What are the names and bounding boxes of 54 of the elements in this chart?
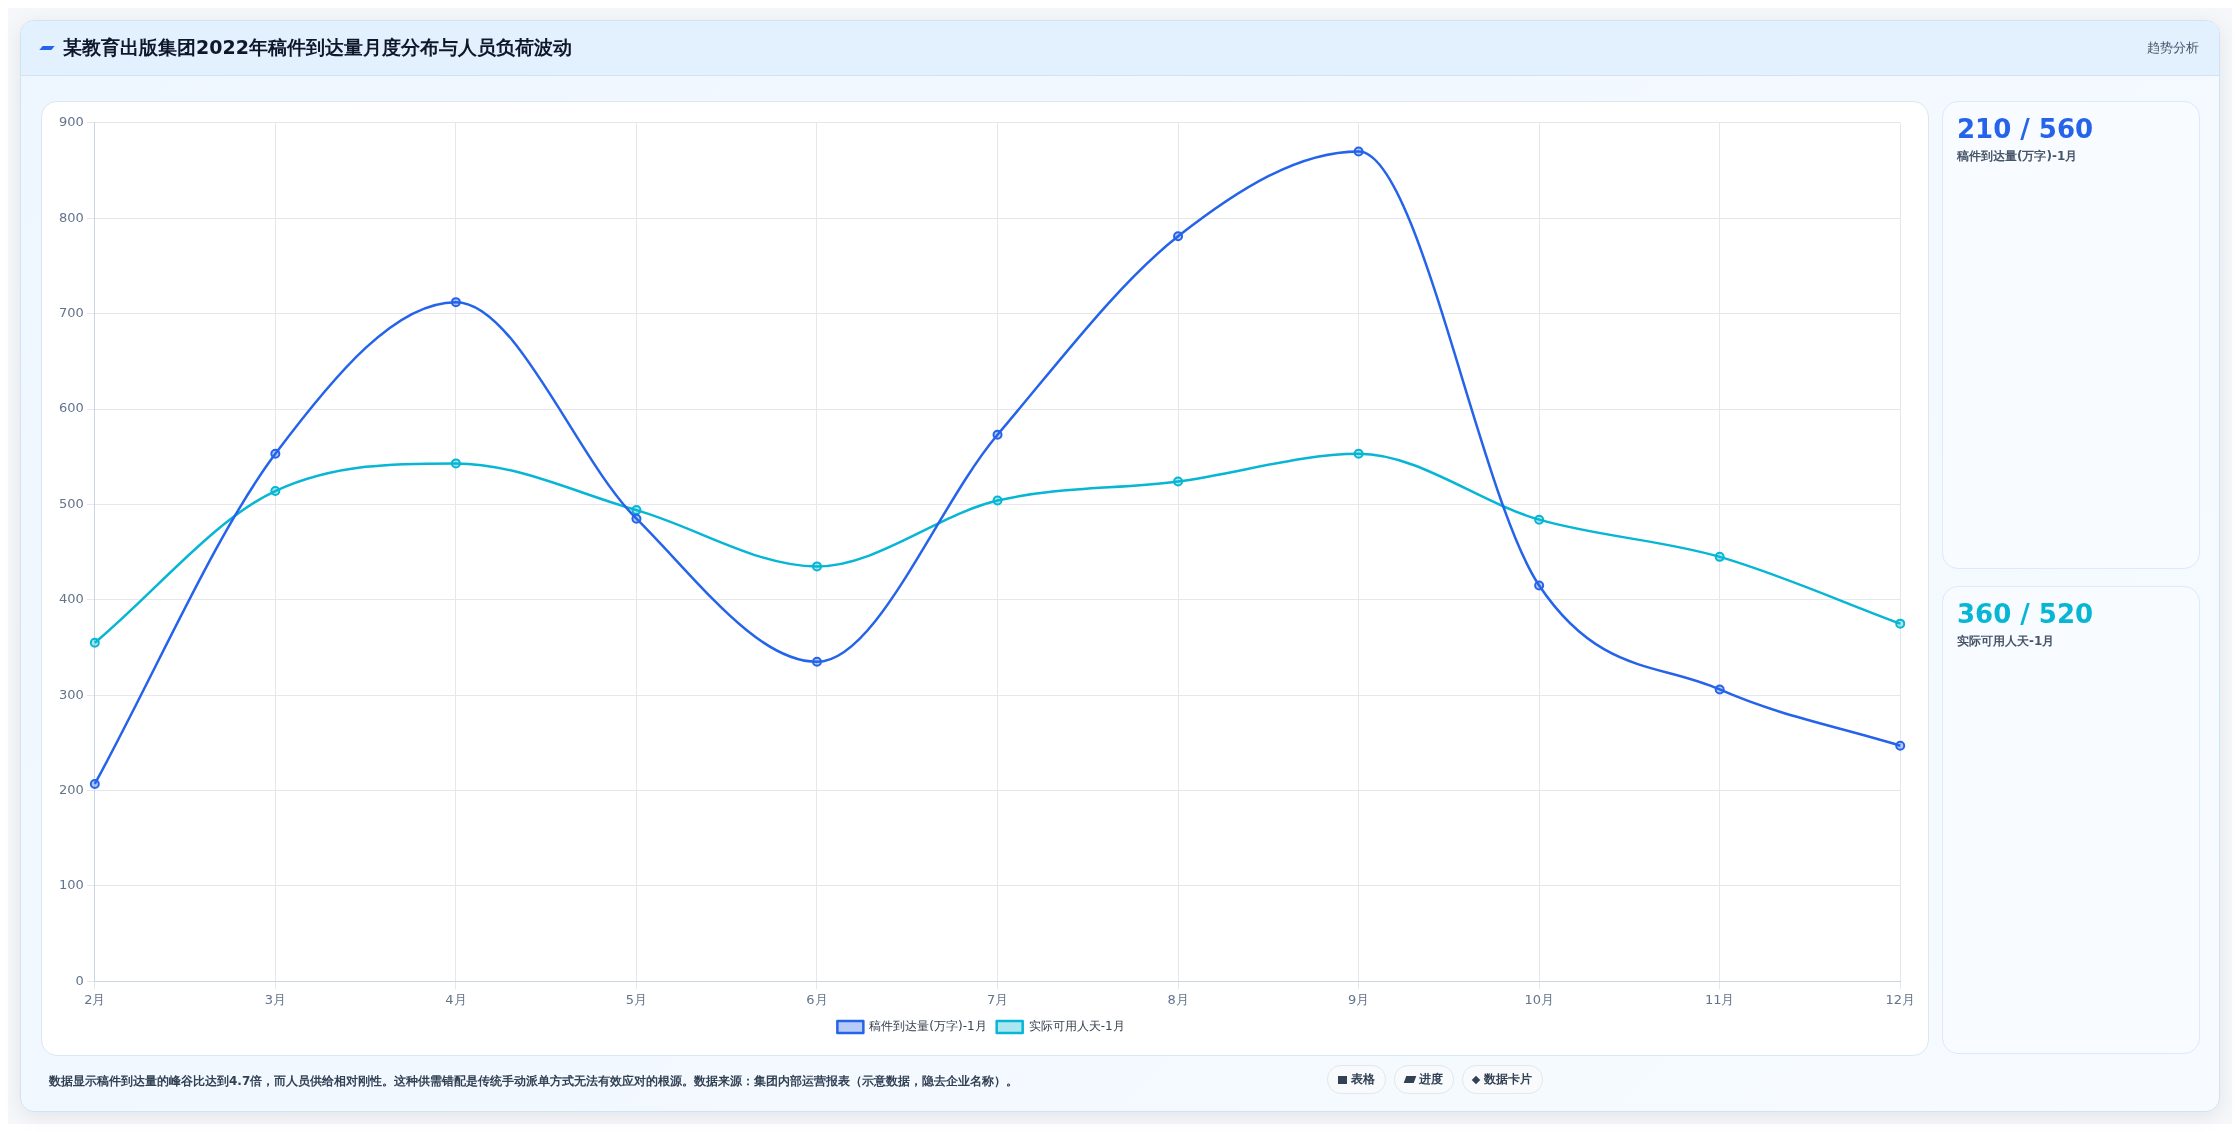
text: 稿件到达量(万字)-1月 <box>1957 148 2079 165</box>
x-tick-label: 7月 <box>986 991 1009 1007</box>
y-tick-label: 0 <box>75 972 84 988</box>
point <box>270 448 281 459</box>
x-tick-label: 11月 <box>1704 991 1735 1007</box>
point <box>992 495 1003 506</box>
point <box>631 513 642 524</box>
text: 数据显示稿件到达量的峰谷比达到4.7倍，而人员供给相对刚性。这种供需错配是传统手动派单方式无法有效应对的根源。数据来源：集团内部运营报表（示意数据，隐去企业名称）。 <box>49 1073 1019 1090</box>
x-tick-label: 4月 <box>445 991 467 1007</box>
x-tick-label: 5月 <box>625 991 648 1007</box>
x-tick-label: 3月 <box>264 991 286 1007</box>
point <box>1353 146 1364 157</box>
point <box>1895 740 1906 751</box>
text: 360 / 520 <box>1957 599 2095 629</box>
x-tick-label: 9月 <box>1347 991 1370 1007</box>
point <box>1714 551 1725 562</box>
x-tick-label: 8月 <box>1167 991 1189 1007</box>
chart-title: 某教育出版集团2022年稿件到达量月度分布与人员负荷波动 <box>63 35 573 60</box>
point <box>811 656 822 667</box>
x-tick-label: 6月 <box>806 991 828 1007</box>
point <box>450 297 461 308</box>
point <box>1534 514 1545 525</box>
text: 数据卡片 <box>1462 1065 1543 1094</box>
point <box>1534 580 1545 591</box>
point <box>992 429 1003 440</box>
point <box>631 505 642 516</box>
point <box>811 561 822 572</box>
point <box>1173 231 1184 242</box>
point <box>89 637 100 648</box>
legend-label: 实际可用人天-1月 <box>1028 1019 1125 1034</box>
text: 实际可用人天-1月 <box>1957 633 2056 650</box>
y-tick-label: 500 <box>58 495 84 511</box>
point <box>1173 476 1184 487</box>
x-tick-label: 2月 <box>84 991 106 1007</box>
y-tick-label: 600 <box>58 400 84 416</box>
point <box>270 486 281 497</box>
y-tick-label: 700 <box>58 304 84 320</box>
y-tick-label: 900 <box>58 114 84 130</box>
point <box>1353 448 1364 459</box>
text: 趋势分析 <box>2147 39 2199 57</box>
x-tick-label: 12月 <box>1885 991 1915 1007</box>
x-tick-label: 10月 <box>1524 991 1554 1007</box>
y-tick-label: 200 <box>58 781 84 797</box>
point <box>1895 618 1906 629</box>
y-tick-label: 400 <box>58 591 84 607</box>
text: 210 / 560 <box>1957 114 2095 144</box>
legend-label: 稿件到达量(万字)-1月 <box>869 1019 987 1034</box>
y-tick-label: 100 <box>58 877 84 893</box>
text: 进度 <box>1394 1065 1454 1094</box>
point <box>1714 684 1725 695</box>
y-tick-label: 800 <box>58 209 84 225</box>
point <box>450 458 461 469</box>
y-tick-label: 300 <box>58 686 84 702</box>
text: 表格 <box>1327 1065 1386 1094</box>
